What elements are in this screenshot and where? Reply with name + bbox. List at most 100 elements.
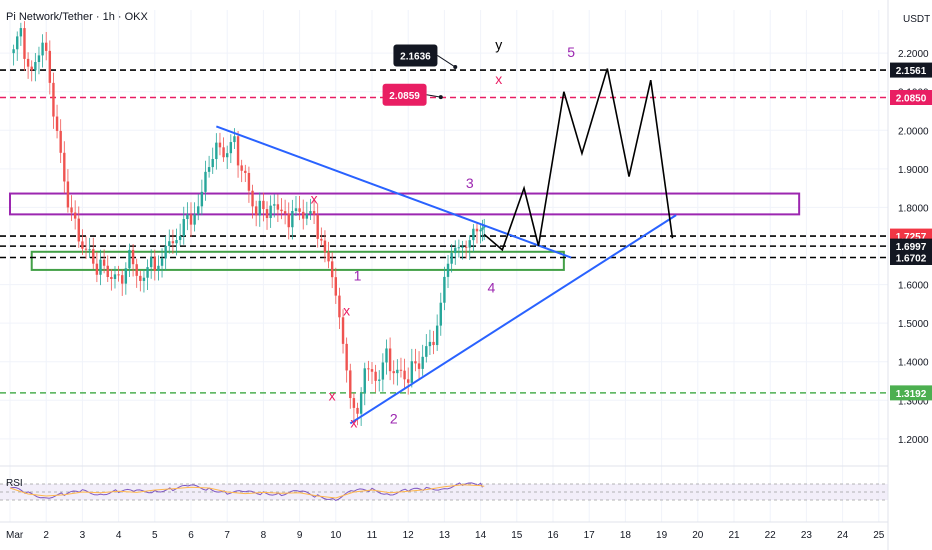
- candle-body: [472, 228, 475, 241]
- candle-body: [204, 171, 207, 192]
- price-badge: [890, 249, 932, 265]
- candle-body: [121, 275, 124, 284]
- time-tick-label: 2: [43, 530, 49, 541]
- candle-body: [244, 170, 247, 173]
- candle-body: [421, 356, 424, 369]
- candle-body: [356, 407, 359, 414]
- candle-body: [168, 241, 171, 246]
- candle-body: [276, 204, 280, 210]
- wave-label: 4: [488, 279, 496, 295]
- price-tick-label: 1.2000: [898, 435, 929, 446]
- candle-body: [330, 261, 334, 278]
- rsi-ma-line: [9, 484, 485, 499]
- zone-rect: [9, 192, 801, 216]
- time-tick-label: 25: [873, 530, 885, 541]
- price-tick-label: 1.5000: [898, 319, 929, 330]
- time-tick-label: 13: [439, 530, 451, 541]
- candle-body: [117, 274, 120, 276]
- time-tick-label: 11: [367, 530, 378, 541]
- candle-body: [388, 348, 392, 372]
- candle-body: [258, 200, 261, 216]
- time-tick-label: 19: [656, 530, 668, 541]
- time-axis[interactable]: Mar 2 3 4 5 6 7 8 9 10 11 12 13 14 15 16 17 18 19 20 21 22 23 2…: [0, 521, 888, 541]
- time-tick-label: Mar: [6, 530, 24, 541]
- trendline: [215, 125, 572, 259]
- candle-body: [320, 238, 323, 241]
- candle-body: [251, 190, 254, 207]
- callout-leader: [437, 55, 456, 68]
- candle-body: [417, 363, 421, 369]
- candle-body: [70, 207, 73, 213]
- wave-label: x: [343, 302, 350, 318]
- candle-body: [186, 214, 189, 220]
- wave-label: x: [329, 387, 336, 403]
- candle-body: [84, 248, 88, 250]
- candle-body: [280, 209, 283, 212]
- candle-body: [481, 227, 484, 230]
- candle-body: [367, 368, 370, 370]
- candle-body: [479, 229, 482, 232]
- candle-body: [399, 369, 403, 371]
- time-tick-label: 3: [80, 530, 86, 541]
- candle-body: [157, 265, 160, 271]
- candle-body: [142, 277, 146, 281]
- candle-body: [247, 172, 251, 191]
- trendline: [349, 214, 677, 425]
- candle-body: [287, 213, 290, 228]
- time-tick-label: 10: [330, 530, 342, 541]
- candle-body: [149, 256, 153, 268]
- candle-body: [414, 361, 417, 364]
- price-badge: [890, 90, 932, 105]
- price-badge-label: 2.0850: [896, 94, 927, 105]
- candle-body: [171, 241, 175, 244]
- price-badge-label: 2.1561: [896, 66, 927, 77]
- candle-body: [63, 152, 66, 182]
- wave-label: 3: [466, 175, 474, 191]
- callout-box: [393, 44, 438, 67]
- candle-body: [182, 219, 185, 237]
- time-tick-label: 7: [224, 530, 230, 541]
- candle-body: [283, 211, 287, 214]
- time-tick-label: 14: [475, 530, 487, 541]
- wave-label: 1: [354, 268, 362, 284]
- price-axis[interactable]: 1.20001.30001.40001.50001.60001.70001.80…: [887, 0, 932, 550]
- candle-body: [55, 116, 59, 131]
- candle-body: [450, 253, 453, 264]
- candle-body: [349, 370, 352, 399]
- price-badge-label: 1.6702: [896, 253, 927, 264]
- wave-label: x: [495, 71, 502, 87]
- price-tick-label: 1.4000: [898, 358, 929, 369]
- candle-body: [193, 214, 196, 225]
- candle-body: [95, 263, 99, 275]
- price-badge: [890, 385, 932, 401]
- price-tick-label: 1.8000: [898, 203, 929, 214]
- callout-leader: [426, 94, 441, 98]
- candle-body: [59, 130, 62, 153]
- time-tick-label: 5: [152, 530, 158, 541]
- candle-body: [128, 249, 131, 269]
- candle-body: [341, 317, 345, 344]
- candle-body: [352, 398, 356, 408]
- candle-body: [385, 348, 388, 363]
- candle-body: [432, 341, 435, 346]
- candle-body: [457, 247, 461, 249]
- callout-anchor: [453, 65, 458, 70]
- candle-body: [381, 362, 385, 380]
- candle-body: [291, 210, 294, 228]
- candle-body: [475, 228, 479, 232]
- candle-body: [327, 252, 330, 262]
- candle-body: [226, 153, 229, 158]
- candle-body: [48, 50, 52, 83]
- price-tick-label: 1.3000: [898, 396, 929, 407]
- candle-body: [312, 211, 316, 215]
- candle-body: [378, 379, 381, 381]
- candle-body: [218, 142, 222, 148]
- time-tick-label: 21: [728, 530, 740, 541]
- candle-body: [73, 212, 77, 219]
- candle-body: [428, 341, 432, 347]
- candle-body: [113, 274, 117, 279]
- price-badge-label: 1.7257: [896, 232, 927, 243]
- candle-body: [240, 165, 243, 171]
- candle-body: [135, 264, 138, 276]
